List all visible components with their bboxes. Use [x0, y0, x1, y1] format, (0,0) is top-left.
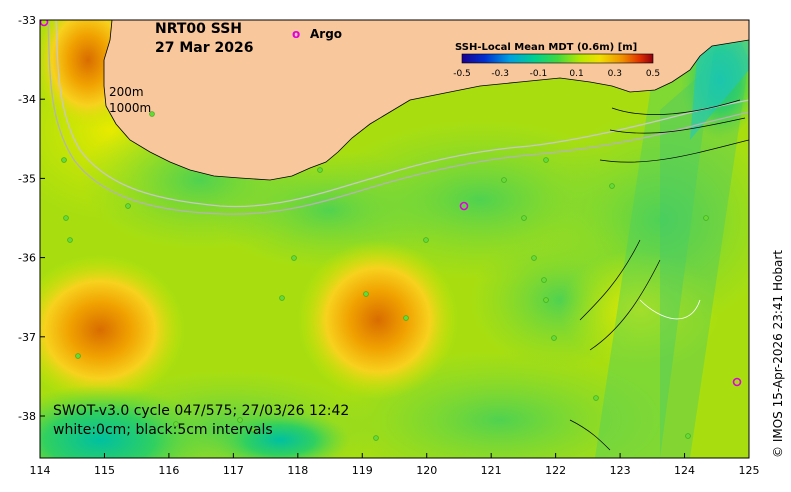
map-date: 27 Mar 2026	[155, 40, 253, 56]
colorbar-tick-label: -0.1	[530, 69, 548, 79]
x-tick-label: 118	[287, 464, 308, 477]
y-axis: -33 -34 -35 -36 -37 -38	[18, 14, 45, 423]
colorbar-title: SSH-Local Mean MDT (0.6m) [m]	[455, 42, 637, 53]
map-product-title: NRT00 SSH	[155, 21, 242, 37]
x-tick-label: 115	[94, 464, 115, 477]
isobath-label-1000m: 1000m	[109, 101, 151, 115]
x-tick-label: 124	[674, 464, 695, 477]
x-tick-label: 120	[416, 464, 437, 477]
imos-credit: © IMOS 15-Apr-2026 23:41 Hobart	[771, 250, 785, 458]
isobath-200m-line	[55, 20, 749, 208]
argo-legend-icon: o	[292, 27, 300, 41]
colorbar-tick-label: -0.5	[453, 69, 471, 79]
isobath-1000m-line	[47, 20, 749, 215]
x-tick-label: 116	[158, 464, 179, 477]
colorbar-tick-label: 0.5	[646, 69, 660, 79]
colorbar-scale	[461, 53, 654, 64]
y-tick-label: -33	[18, 14, 36, 27]
y-tick-label: -34	[18, 93, 36, 106]
swot-pass-info: SWOT-v3.0 cycle 047/575; 27/03/26 12:42	[53, 403, 349, 419]
x-tick-label: 122	[545, 464, 566, 477]
x-axis: 114 115 116 117 118 119 120 121 122 123 124 125	[30, 453, 760, 477]
colorbar: SSH-Local Mean MDT (0.6m) [m] -0.5 -0.3 -0…	[453, 42, 660, 79]
argo-float-marker[interactable]	[459, 201, 469, 211]
colorbar-tick-label: -0.3	[491, 69, 509, 79]
colorbar-tick-label: 0.3	[608, 69, 622, 79]
x-tick-label: 119	[352, 464, 373, 477]
contour-legend-info: white:0cm; black:5cm intervals	[53, 422, 273, 438]
y-tick-label: -36	[18, 252, 36, 265]
isobath-label-200m: 200m	[109, 85, 144, 99]
y-tick-label: -35	[18, 172, 36, 185]
x-tick-label: 117	[223, 464, 244, 477]
colorbar-tick-label: 0.1	[569, 69, 583, 79]
y-tick-label: -37	[18, 331, 36, 344]
y-tick-label: -38	[18, 410, 36, 423]
x-tick-label: 114	[30, 464, 51, 477]
x-tick-label: 125	[739, 464, 760, 477]
plot-frame	[39, 19, 750, 459]
x-tick-label: 123	[610, 464, 631, 477]
argo-float-marker[interactable]	[732, 377, 742, 387]
x-tick-label: 121	[481, 464, 502, 477]
argo-legend-label: Argo	[310, 27, 342, 41]
